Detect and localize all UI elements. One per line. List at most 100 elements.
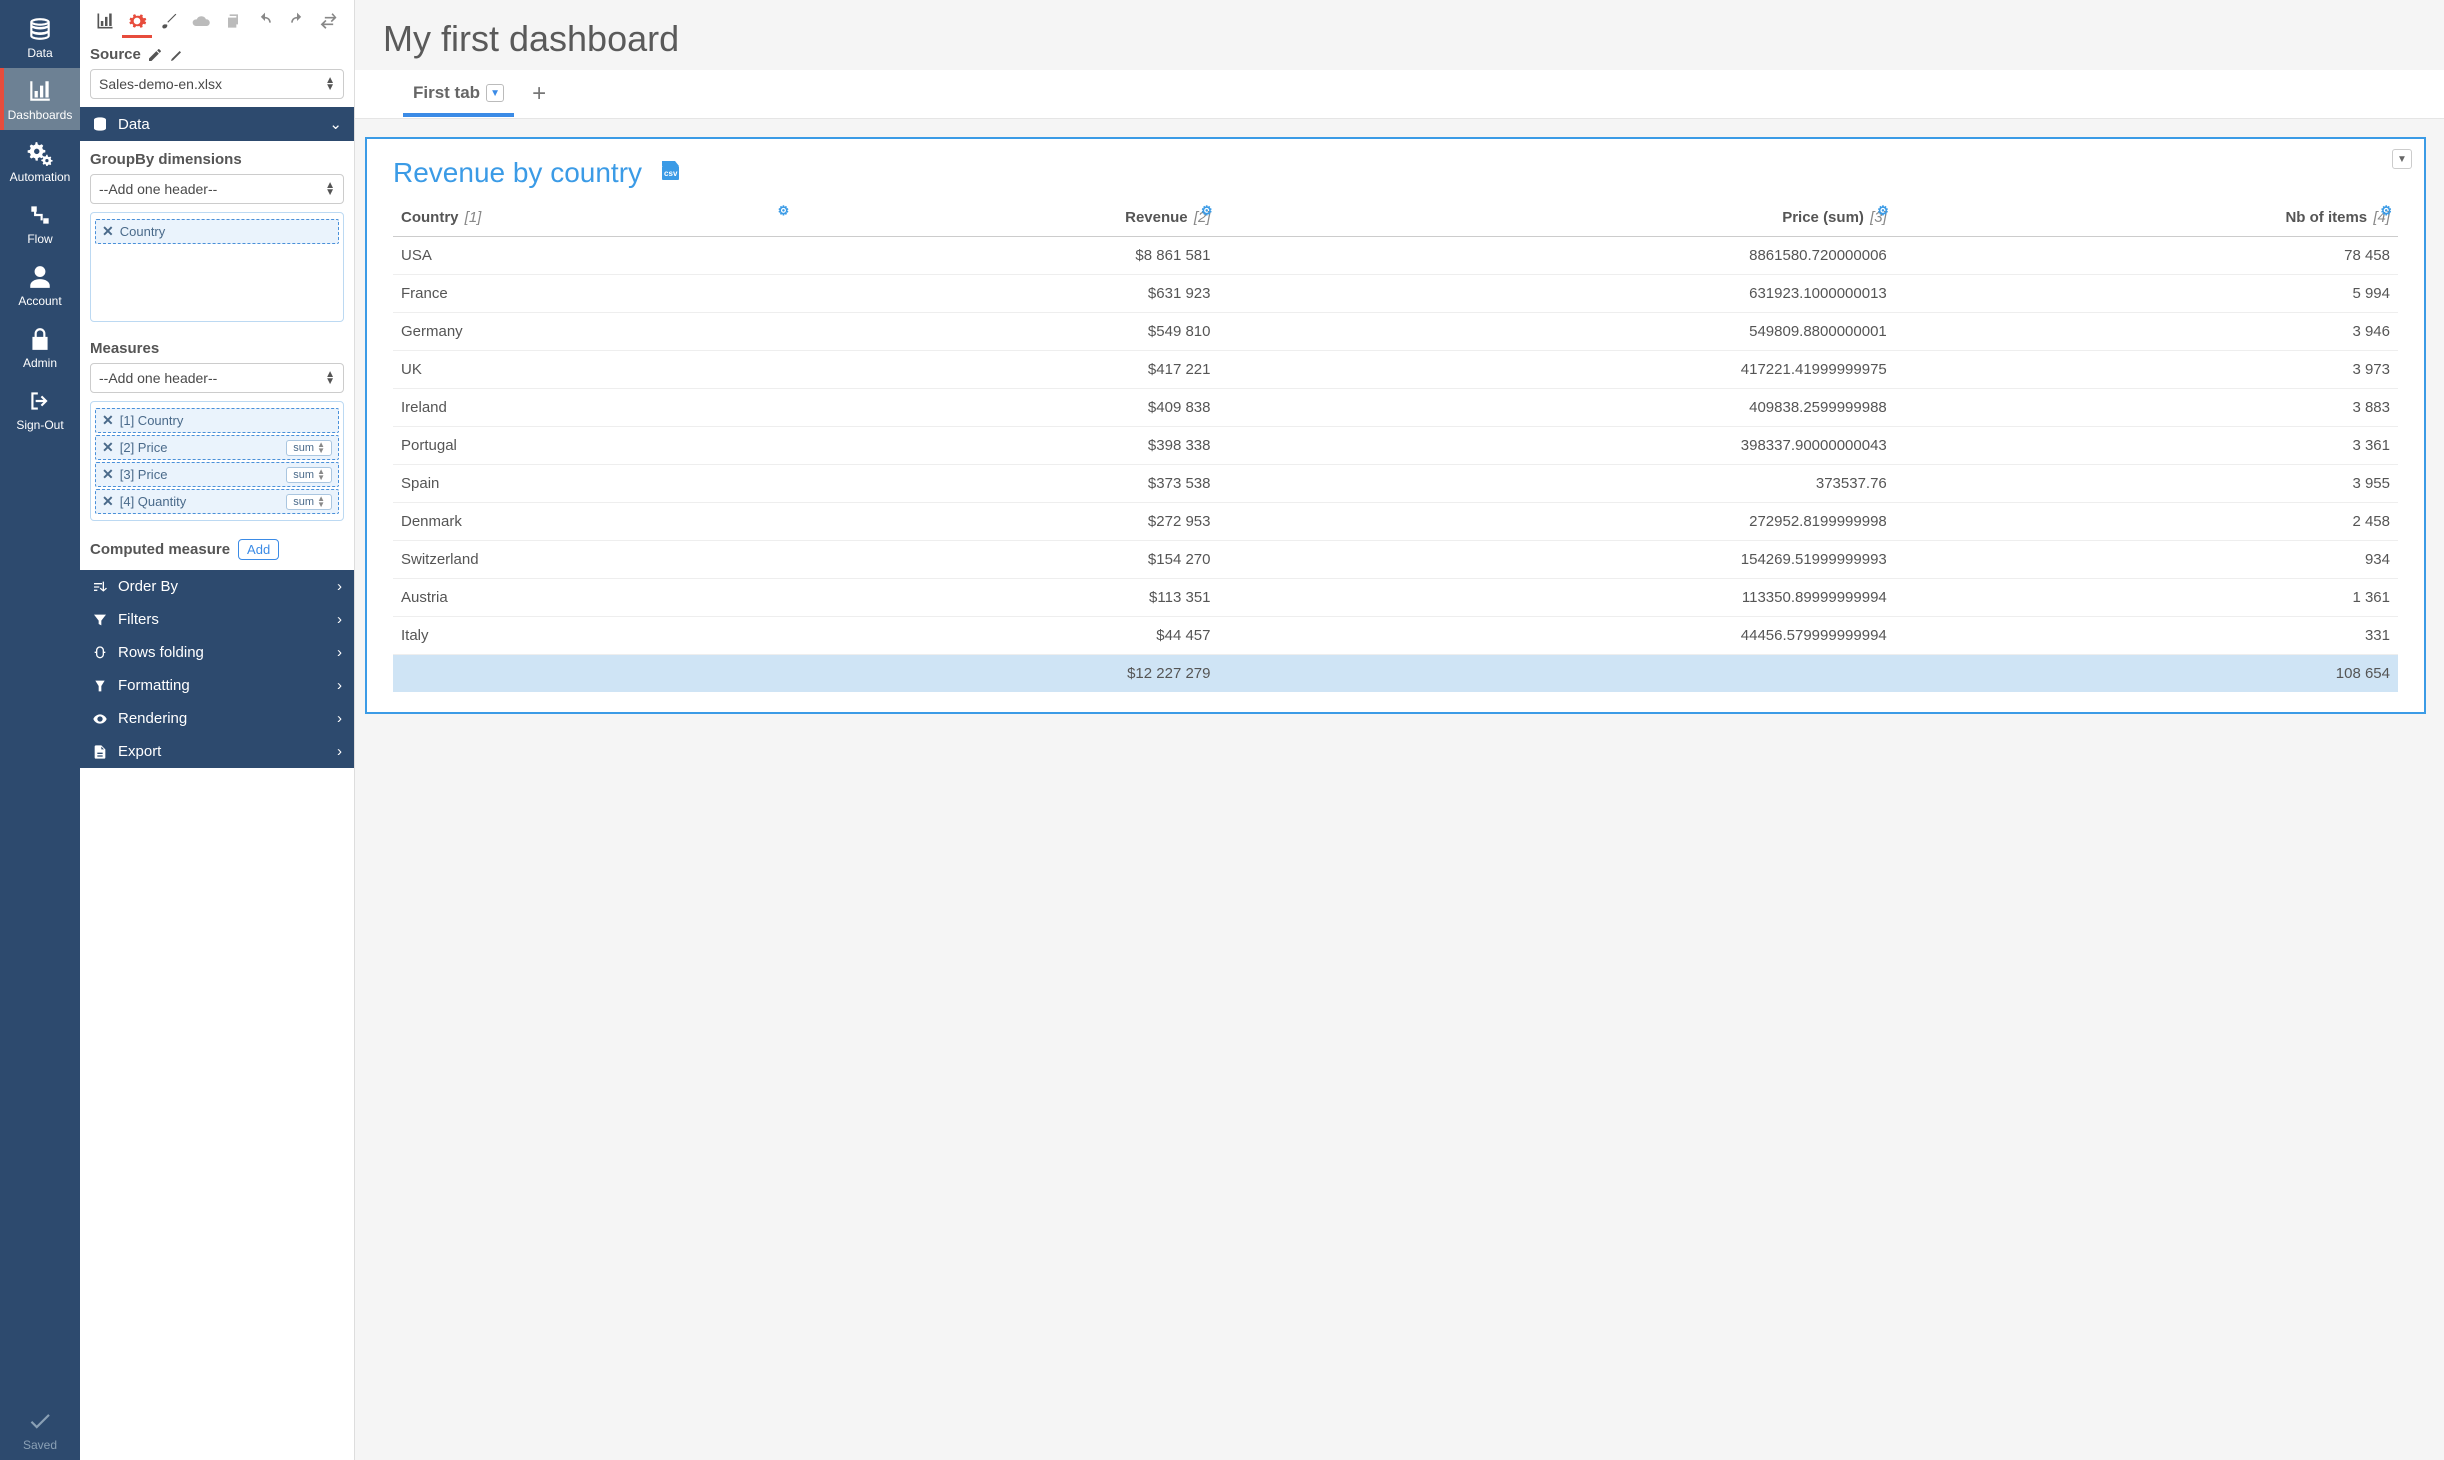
- chevron-right-icon: ›: [337, 644, 342, 661]
- toolbar-undo-button[interactable]: [250, 6, 280, 38]
- table-cell: $44 457: [795, 617, 1218, 655]
- column-header[interactable]: Nb of items [4]⚙: [1895, 199, 2398, 237]
- remove-chip-icon[interactable]: ✕: [102, 412, 114, 429]
- data-section-label: Data: [118, 116, 150, 133]
- total-row: $12 227 279108 654: [393, 655, 2398, 693]
- source-label-text: Source: [90, 46, 141, 63]
- nav-item-flow[interactable]: Flow: [0, 192, 80, 254]
- nav-label: Sign-Out: [16, 418, 63, 432]
- toolbar-swap-button[interactable]: [314, 6, 344, 38]
- accordion-order-by[interactable]: Order By›: [80, 570, 354, 603]
- column-header[interactable]: Price (sum) [3]⚙: [1219, 199, 1895, 237]
- toolbar-cloud-button[interactable]: [186, 6, 216, 38]
- remove-chip-icon[interactable]: ✕: [102, 493, 114, 510]
- tab-dropdown-icon[interactable]: ▼: [486, 84, 504, 102]
- table-cell: 409838.2599999988: [1219, 389, 1895, 427]
- widget-menu-button[interactable]: ▼: [2392, 149, 2412, 169]
- source-select[interactable]: Sales-demo-en.xlsx ▲▼: [90, 69, 344, 99]
- column-header[interactable]: Country [1]⚙: [393, 199, 795, 237]
- chevron-right-icon: ›: [337, 578, 342, 595]
- measure-chip[interactable]: ✕[2] Pricesum ▲▼: [95, 435, 339, 460]
- table-cell: 373537.76: [1219, 465, 1895, 503]
- widget-title: Revenue by country csv: [393, 157, 2398, 189]
- column-gear-icon[interactable]: ⚙: [1201, 203, 1213, 219]
- measure-chip[interactable]: ✕ [1] Country: [95, 408, 339, 433]
- table-cell: 78 458: [1895, 237, 2398, 275]
- pencil-icon[interactable]: [169, 47, 185, 63]
- csv-icon[interactable]: csv: [662, 166, 679, 180]
- chevron-right-icon: ›: [337, 743, 342, 760]
- measures-select[interactable]: --Add one header-- ▲▼: [90, 363, 344, 393]
- column-label: Country: [401, 209, 459, 226]
- tab-first[interactable]: First tab ▼: [403, 71, 514, 117]
- config-panel: Source Sales-demo-en.xlsx ▲▼ Data ⌄ Grou…: [80, 0, 355, 1460]
- column-header[interactable]: Revenue [2]⚙: [795, 199, 1218, 237]
- source-value: Sales-demo-en.xlsx: [99, 76, 222, 92]
- accordion-rendering[interactable]: Rendering›: [80, 702, 354, 735]
- chip-label: [1] Country: [120, 413, 184, 428]
- signout-icon: [27, 388, 53, 414]
- table-cell: Denmark: [393, 503, 795, 541]
- table-cell: $113 351: [795, 579, 1218, 617]
- table-row: Denmark$272 953272952.81999999982 458: [393, 503, 2398, 541]
- measures-placeholder: --Add one header--: [99, 370, 217, 386]
- data-table: Country [1]⚙Revenue [2]⚙Price (sum) [3]⚙…: [393, 199, 2398, 692]
- toolbar-chart-button[interactable]: [90, 6, 120, 38]
- export-icon: [92, 744, 108, 760]
- chevron-right-icon: ›: [337, 710, 342, 727]
- table-cell: $8 861 581: [795, 237, 1218, 275]
- check-icon: [27, 1408, 53, 1434]
- table-cell: Ireland: [393, 389, 795, 427]
- chip-label: Country: [120, 224, 166, 239]
- chevron-right-icon: ›: [337, 677, 342, 694]
- nav-label: Automation: [10, 170, 71, 184]
- toolbar-copy-button[interactable]: [218, 6, 248, 38]
- nav-item-dashboards[interactable]: Dashboards: [0, 68, 80, 130]
- remove-chip-icon[interactable]: ✕: [102, 466, 114, 483]
- edit-icon[interactable]: [147, 47, 163, 63]
- data-section-header[interactable]: Data ⌄: [80, 107, 354, 141]
- toolbar-redo-button[interactable]: [282, 6, 312, 38]
- chip-label: [3] Price: [120, 467, 168, 482]
- toolbar-settings-button[interactable]: [122, 6, 152, 38]
- groupby-chip[interactable]: ✕ Country: [95, 219, 339, 244]
- table-row: Austria$113 351113350.899999999941 361: [393, 579, 2398, 617]
- nav-item-signout[interactable]: Sign-Out: [0, 378, 80, 440]
- accordion-filters[interactable]: Filters›: [80, 603, 354, 636]
- nav-item-data[interactable]: Data: [0, 6, 80, 68]
- lock-icon: [27, 326, 53, 352]
- column-gear-icon[interactable]: ⚙: [2380, 203, 2392, 219]
- toolbar-style-button[interactable]: [154, 6, 184, 38]
- column-gear-icon[interactable]: ⚙: [778, 203, 790, 219]
- remove-chip-icon[interactable]: ✕: [102, 439, 114, 456]
- nav-item-admin[interactable]: Admin: [0, 316, 80, 378]
- measure-chip[interactable]: ✕ [3] Price sum ▲▼: [95, 462, 339, 487]
- table-cell: Spain: [393, 465, 795, 503]
- add-tab-button[interactable]: +: [522, 70, 556, 118]
- nav-label: Flow: [27, 232, 52, 246]
- table-cell: Switzerland: [393, 541, 795, 579]
- accordion-export[interactable]: Export›: [80, 735, 354, 768]
- table-cell: $272 953: [795, 503, 1218, 541]
- table-cell: 934: [1895, 541, 2398, 579]
- aggregation-select[interactable]: sum ▲▼: [286, 440, 332, 456]
- accordion-rows-folding[interactable]: Rows folding ›: [80, 636, 354, 669]
- column-gear-icon[interactable]: ⚙: [1877, 203, 1889, 219]
- accordion-formatting[interactable]: Formatting›: [80, 669, 354, 702]
- flow-icon: [27, 202, 53, 228]
- remove-chip-icon[interactable]: ✕: [102, 223, 114, 240]
- add-computed-button[interactable]: Add: [238, 539, 279, 560]
- nav-item-automation[interactable]: Automation: [0, 130, 80, 192]
- accordion-label: Filters: [118, 611, 159, 628]
- caret-icon: ▲▼: [325, 77, 335, 91]
- measure-chip[interactable]: ✕[4] Quantitysum ▲▼: [95, 489, 339, 514]
- groupby-select[interactable]: --Add one header-- ▲▼: [90, 174, 344, 204]
- nav-item-account[interactable]: Account: [0, 254, 80, 316]
- nav-label: Dashboards: [8, 108, 73, 122]
- aggregation-select[interactable]: sum ▲▼: [286, 494, 332, 510]
- accordion-label: Rows folding: [118, 644, 204, 661]
- table-row: Italy$44 45744456.579999999994331: [393, 617, 2398, 655]
- aggregation-select[interactable]: sum ▲▼: [286, 467, 332, 483]
- computed-measure-row: Computed measure Add: [80, 529, 354, 570]
- table-cell: 3 973: [1895, 351, 2398, 389]
